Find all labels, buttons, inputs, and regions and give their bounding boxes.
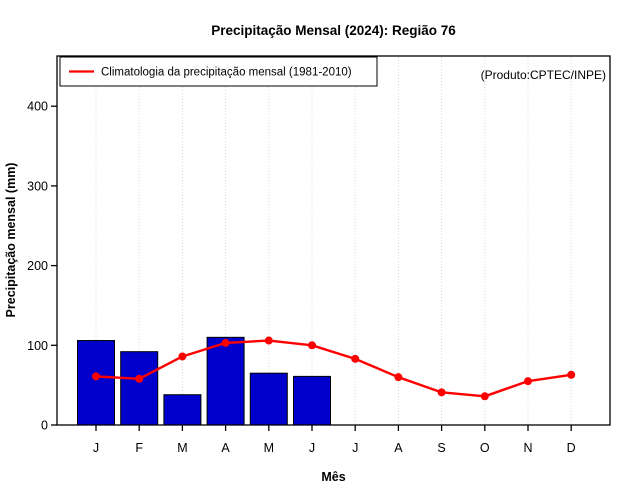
climatology-point-month-10 bbox=[480, 392, 489, 401]
bar-month-6 bbox=[293, 375, 331, 426]
legend-box bbox=[59, 56, 378, 87]
y-tick-label-300: 300 bbox=[27, 179, 48, 193]
x-tick-label-2: F bbox=[135, 441, 143, 455]
climatology-line bbox=[94, 339, 573, 398]
bar-month-5 bbox=[249, 372, 288, 426]
bar-month-1 bbox=[77, 340, 115, 426]
x-tick-label-8: A bbox=[394, 441, 403, 455]
y-axis-title: Precipitação mensal (mm) bbox=[4, 163, 18, 318]
bar-month-4 bbox=[206, 336, 245, 426]
gridlines-layer bbox=[95, 57, 572, 424]
x-axis-title: Mês bbox=[321, 470, 345, 484]
plot-border-box bbox=[56, 55, 611, 426]
chart-title: Precipitação Mensal (2024): Região 76 bbox=[211, 23, 456, 38]
climatology-line-layer bbox=[92, 336, 576, 401]
climatology-point-month-6 bbox=[308, 341, 316, 350]
y-tick-label-100: 100 bbox=[27, 339, 48, 353]
x-tick-label-7: J bbox=[352, 441, 358, 455]
climatology-point-month-3 bbox=[178, 352, 187, 361]
x-tick-label-11: N bbox=[523, 441, 532, 455]
bar-month-3 bbox=[163, 394, 202, 426]
y-tick-label-200: 200 bbox=[27, 259, 48, 273]
x-tick-label-10: O bbox=[480, 441, 490, 455]
y-tick-label-400: 400 bbox=[27, 100, 48, 114]
climatology-point-month-1 bbox=[92, 372, 100, 381]
climatology-point-month-5 bbox=[264, 336, 273, 345]
climatology-point-month-7 bbox=[351, 354, 360, 363]
y-tick-label-0: 0 bbox=[41, 419, 48, 433]
x-tick-label-3: M bbox=[177, 441, 187, 455]
x-tick-label-1: J bbox=[93, 441, 99, 455]
climatology-point-month-2 bbox=[135, 374, 144, 383]
climatology-point-month-11 bbox=[524, 377, 532, 386]
x-tick-label-9: S bbox=[437, 441, 445, 455]
product-source-label: (Produto:CPTEC/INPE) bbox=[481, 68, 606, 82]
x-tick-label-5: M bbox=[264, 441, 274, 455]
climatology-point-month-8 bbox=[394, 373, 403, 382]
x-tick-label-4: A bbox=[221, 441, 230, 455]
x-tick-label-12: D bbox=[567, 441, 576, 455]
legend-label: Climatologia da precipitação mensal (198… bbox=[101, 67, 352, 79]
climatology-point-month-4 bbox=[221, 338, 230, 347]
legend: Climatologia da precipitação mensal (198… bbox=[59, 56, 378, 87]
climatology-point-month-9 bbox=[437, 388, 446, 397]
x-tick-label-6: J bbox=[309, 441, 315, 455]
climatology-point-month-12 bbox=[567, 370, 576, 379]
bar-month-2 bbox=[120, 351, 159, 426]
y-axis-ticks-layer: 0 100 200 300 400 bbox=[27, 100, 57, 433]
